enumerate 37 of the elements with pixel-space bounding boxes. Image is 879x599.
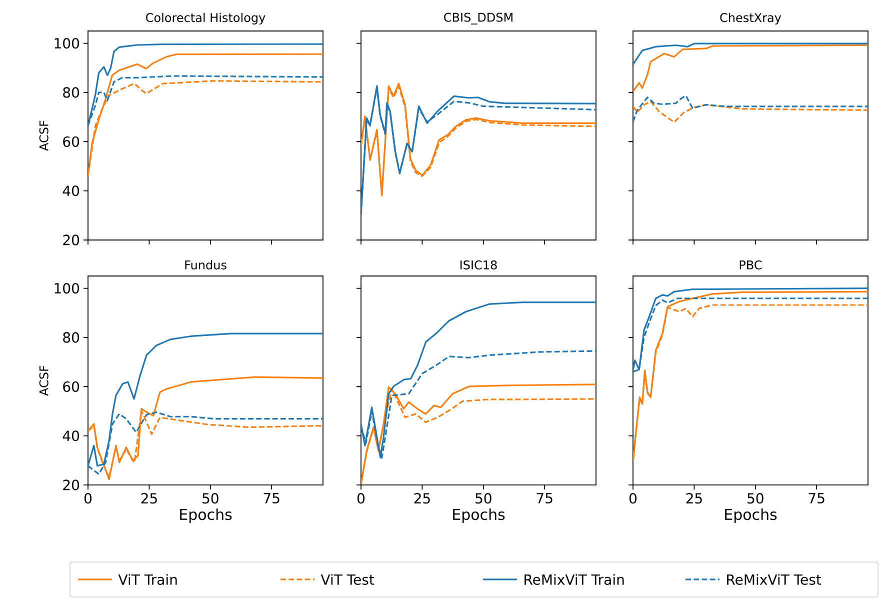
- legend-label: ReMixViT Train: [524, 574, 624, 585]
- chart-title: PBC: [740, 260, 762, 270]
- legend-label: ViT Test: [320, 574, 374, 585]
- chart-title: Fundus: [185, 260, 226, 270]
- y-tick-label: 60: [63, 381, 80, 392]
- x-tick-label: 50: [748, 493, 764, 504]
- y-tick-label: 100: [54, 282, 80, 294]
- x-tick-label: 75: [808, 493, 824, 504]
- y-axis-title: ACSF: [39, 366, 48, 396]
- x-tick-label: 25: [686, 493, 702, 504]
- x-axis-title: Epochs: [725, 508, 777, 523]
- y-tick-label: 80: [63, 87, 80, 98]
- y-tick-label: 40: [62, 430, 80, 442]
- chart-title: ChestXray: [720, 12, 782, 24]
- y-axis-title: ACSF: [39, 120, 48, 151]
- x-tick-label: 25: [414, 493, 430, 504]
- x-tick-label: 75: [264, 493, 280, 504]
- x-tick-label: 0: [357, 493, 365, 504]
- y-tick-label: 60: [63, 136, 80, 147]
- x-axis-title: Epochs: [453, 508, 505, 523]
- x-tick-label: 50: [202, 493, 218, 504]
- chart-title: Colorectal Histology: [146, 12, 266, 24]
- x-tick-label: 0: [84, 493, 92, 504]
- x-tick-label: 50: [476, 493, 492, 504]
- legend-label: ViT Train: [118, 574, 177, 585]
- x-axis-title: Epochs: [180, 508, 232, 523]
- y-tick-label: 100: [54, 38, 80, 49]
- x-tick-label: 25: [141, 493, 157, 504]
- y-tick-label: 20: [63, 234, 80, 246]
- y-tick-label: 80: [63, 332, 80, 343]
- y-tick-label: 20: [63, 480, 80, 490]
- legend-label: ReMixViT Test: [727, 574, 822, 585]
- chart-title: ISIC18: [460, 260, 497, 270]
- x-tick-label: 75: [536, 493, 552, 504]
- y-tick-label: 40: [62, 186, 80, 196]
- x-tick-label: 0: [629, 493, 637, 504]
- chart-title: CBIS_DDSM: [444, 12, 512, 24]
